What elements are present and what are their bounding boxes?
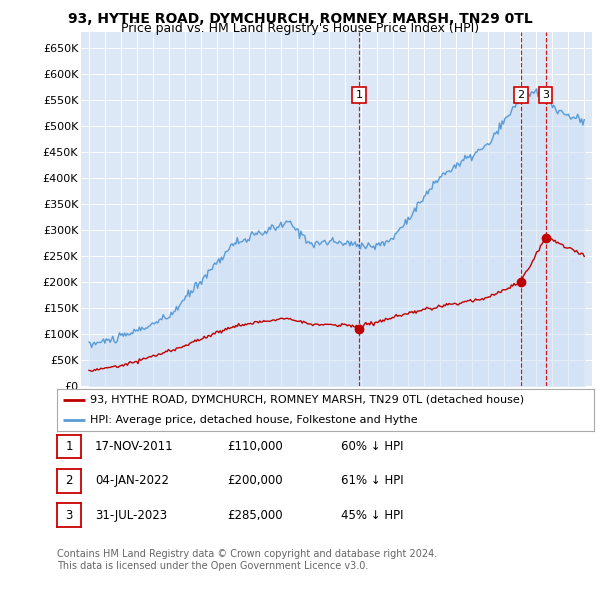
Text: Price paid vs. HM Land Registry's House Price Index (HPI): Price paid vs. HM Land Registry's House … (121, 22, 479, 35)
Text: 93, HYTHE ROAD, DYMCHURCH, ROMNEY MARSH, TN29 0TL (detached house): 93, HYTHE ROAD, DYMCHURCH, ROMNEY MARSH,… (90, 395, 524, 405)
Text: 60% ↓ HPI: 60% ↓ HPI (341, 440, 403, 453)
Text: £110,000: £110,000 (227, 440, 283, 453)
Text: 1: 1 (355, 90, 362, 100)
Text: 3: 3 (542, 90, 549, 100)
Text: 2: 2 (65, 474, 73, 487)
Text: £200,000: £200,000 (227, 474, 283, 487)
Text: HPI: Average price, detached house, Folkestone and Hythe: HPI: Average price, detached house, Folk… (90, 415, 418, 425)
Text: 93, HYTHE ROAD, DYMCHURCH, ROMNEY MARSH, TN29 0TL: 93, HYTHE ROAD, DYMCHURCH, ROMNEY MARSH,… (68, 12, 532, 26)
Text: 31-JUL-2023: 31-JUL-2023 (95, 509, 167, 522)
Text: Contains HM Land Registry data © Crown copyright and database right 2024.: Contains HM Land Registry data © Crown c… (57, 549, 437, 559)
Text: 2: 2 (517, 90, 524, 100)
Text: 17-NOV-2011: 17-NOV-2011 (95, 440, 173, 453)
Text: 1: 1 (65, 440, 73, 453)
Text: 45% ↓ HPI: 45% ↓ HPI (341, 509, 403, 522)
Text: This data is licensed under the Open Government Licence v3.0.: This data is licensed under the Open Gov… (57, 560, 368, 571)
Text: 61% ↓ HPI: 61% ↓ HPI (341, 474, 403, 487)
Text: £285,000: £285,000 (227, 509, 283, 522)
Text: 04-JAN-2022: 04-JAN-2022 (95, 474, 169, 487)
Text: 3: 3 (65, 509, 73, 522)
